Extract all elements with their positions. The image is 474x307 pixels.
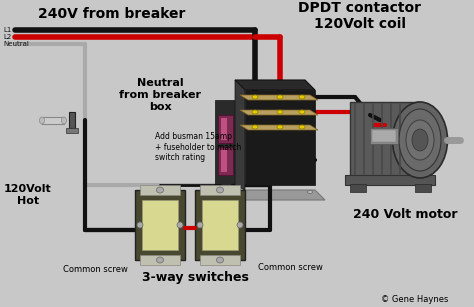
Ellipse shape [237,222,243,228]
Ellipse shape [156,257,164,263]
Ellipse shape [39,117,45,124]
Text: 240 Volt motor: 240 Volt motor [353,208,457,221]
Bar [195,190,245,260]
Text: Neutral
from breaker
box: Neutral from breaker box [119,78,201,112]
Ellipse shape [252,95,258,99]
Polygon shape [235,80,245,190]
Text: DPDT contactor
120Volt coil: DPDT contactor 120Volt coil [299,1,421,31]
Ellipse shape [412,129,428,151]
Ellipse shape [233,191,237,193]
Bar [350,184,366,192]
Bar [200,185,240,195]
Text: 3-way switches: 3-way switches [142,271,248,285]
Bar [221,150,227,172]
Polygon shape [215,100,235,185]
Ellipse shape [399,109,441,171]
Bar [370,128,398,144]
Text: Neutral: Neutral [3,41,29,47]
Ellipse shape [177,222,183,228]
Ellipse shape [277,110,283,114]
Ellipse shape [277,125,283,129]
Polygon shape [240,110,318,115]
Text: 240V from breaker: 240V from breaker [38,7,186,21]
Text: L1: L1 [3,27,11,33]
Bar [135,190,185,260]
Bar [66,128,78,133]
Bar [202,200,238,250]
Ellipse shape [137,222,143,228]
Bar [69,112,75,128]
Ellipse shape [62,117,66,124]
Bar [372,130,396,142]
Text: Common screw: Common screw [63,266,128,274]
Ellipse shape [217,187,224,193]
Ellipse shape [392,102,447,178]
Text: L2: L2 [3,34,11,40]
Polygon shape [240,95,318,100]
Ellipse shape [299,125,305,129]
Text: Common screw: Common screw [257,263,322,273]
Ellipse shape [252,110,258,114]
Ellipse shape [217,257,224,263]
Ellipse shape [156,187,164,193]
Polygon shape [245,90,315,185]
Ellipse shape [277,95,283,99]
Text: Add busman 15amp
+ fuseholder to match
switch rating: Add busman 15amp + fuseholder to match s… [155,132,241,162]
Ellipse shape [197,222,203,228]
Bar [345,175,435,185]
Polygon shape [240,125,318,130]
Bar [350,102,420,178]
Bar [140,255,180,265]
Bar [218,147,233,175]
Bar [415,184,431,192]
Text: 120Volt
Hot: 120Volt Hot [4,184,52,206]
Bar [221,118,227,140]
Ellipse shape [308,191,312,193]
Ellipse shape [299,110,305,114]
Bar [140,185,180,195]
Bar [42,117,64,124]
Text: © Gene Haynes: © Gene Haynes [381,296,449,305]
Bar [142,200,178,250]
Polygon shape [235,80,315,90]
Ellipse shape [406,120,434,160]
Ellipse shape [252,125,258,129]
Ellipse shape [299,95,305,99]
Bar [218,115,233,143]
Polygon shape [215,190,325,200]
Bar [200,255,240,265]
